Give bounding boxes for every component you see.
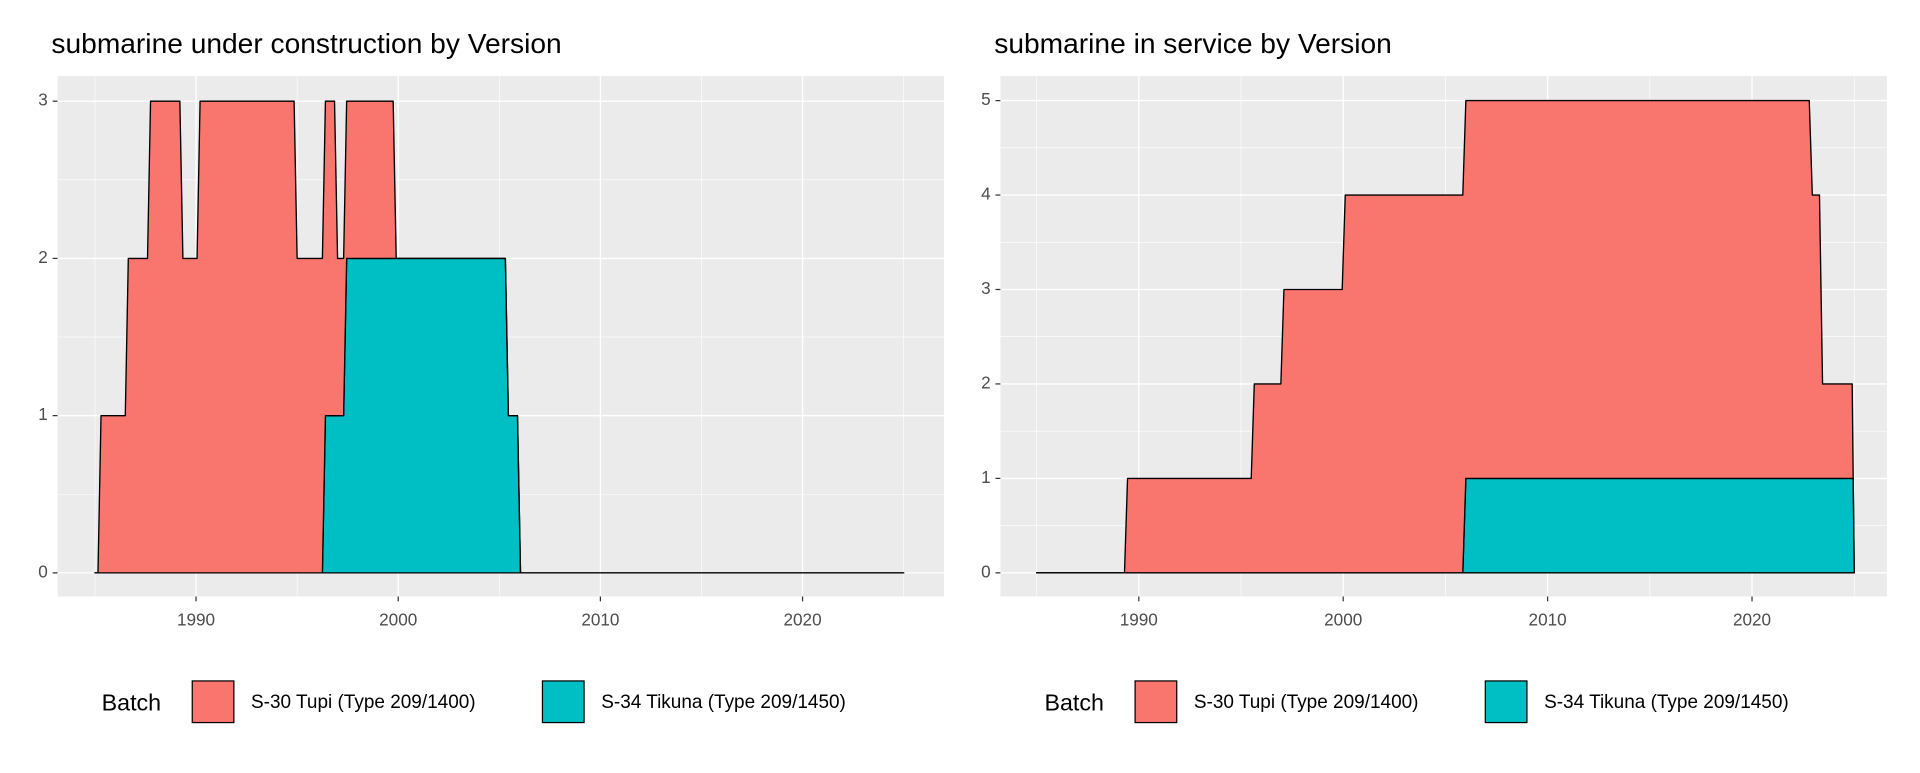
chart-title: submarine under construction by Version: [51, 28, 561, 59]
x-tick-label: 2000: [379, 609, 417, 629]
y-tick-label: 1: [981, 467, 991, 487]
legend-key: [1134, 680, 1178, 724]
x-tick-label: 2010: [1529, 609, 1567, 629]
legend-label: S-34 Tikuna (Type 209/1450): [1544, 692, 1789, 713]
area: [94, 100, 905, 574]
y-tick-label: 3: [981, 278, 991, 298]
y-tick-label: 0: [981, 561, 991, 581]
y-tick-label: 3: [38, 90, 48, 110]
y-tick-label: 2: [38, 247, 48, 267]
x-tick-label: 1990: [177, 609, 215, 629]
area: [1035, 99, 1855, 574]
x-tick-label: 2000: [1324, 609, 1362, 629]
legend-label: S-34 Tikuna (Type 209/1450): [601, 692, 846, 713]
y-tick-label: 4: [981, 184, 991, 204]
y-tick-label: 0: [38, 561, 48, 581]
y-tick-label: 5: [981, 89, 991, 109]
x-tick-label: 2020: [784, 609, 822, 629]
y-tick-label: 2: [981, 372, 991, 392]
legend-key: [191, 680, 235, 724]
x-tick-label: 2010: [581, 609, 619, 629]
legend-title: Batch: [102, 689, 161, 715]
legend-key: [1484, 680, 1528, 724]
y-tick-label: 1: [38, 404, 48, 424]
x-tick-label: 2020: [1733, 609, 1771, 629]
legend-key: [541, 680, 585, 724]
legend-label: S-30 Tupi (Type 209/1400): [251, 692, 476, 713]
chart-title: submarine in service by Version: [994, 28, 1392, 59]
legend-title: Batch: [1044, 689, 1103, 715]
x-tick-label: 1990: [1120, 609, 1158, 629]
legend-label: S-30 Tupi (Type 209/1400): [1194, 692, 1419, 713]
